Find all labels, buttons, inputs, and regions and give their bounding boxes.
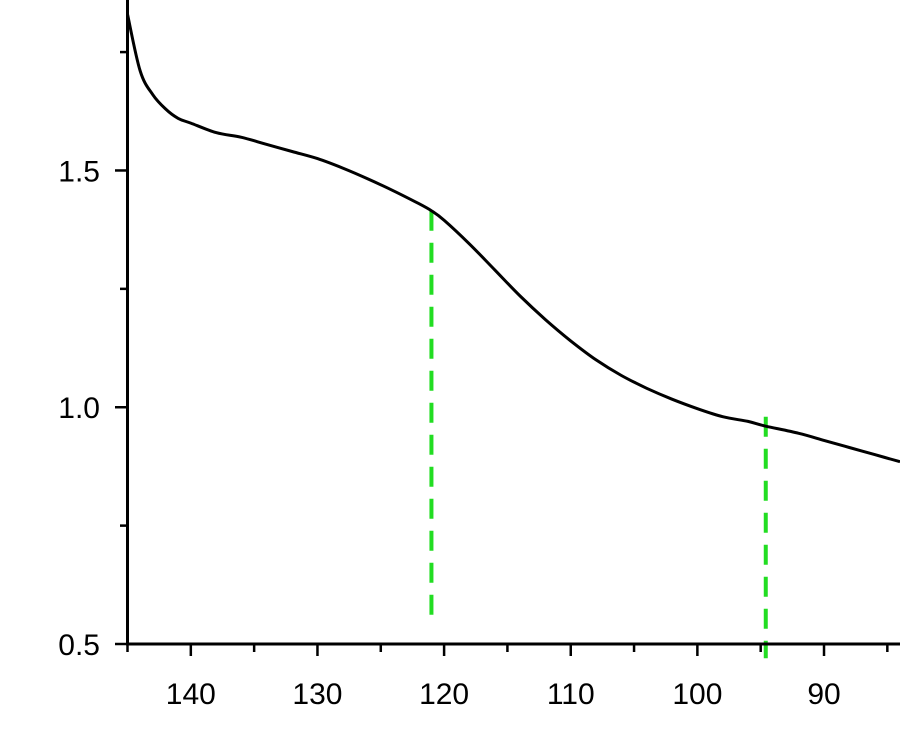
x-tick-label: 130 bbox=[292, 678, 342, 711]
x-tick-label: 90 bbox=[807, 678, 840, 711]
x-tick-label: 140 bbox=[166, 678, 216, 711]
series-line bbox=[126, 13, 900, 464]
y-tick-label: 1.0 bbox=[58, 392, 100, 425]
x-tick-label: 100 bbox=[672, 678, 722, 711]
y-tick-label: 1.5 bbox=[58, 155, 100, 188]
x-tick-label: 110 bbox=[547, 678, 595, 711]
marker-lines bbox=[429, 210, 768, 659]
tick-labels: 140 130 120 110 100 90 0.5 1.0 1.5 bbox=[58, 155, 840, 711]
y-tick-label: 0.5 bbox=[58, 629, 100, 662]
x-tick-label: 120 bbox=[419, 678, 469, 711]
axis-ticks bbox=[115, 50, 889, 656]
